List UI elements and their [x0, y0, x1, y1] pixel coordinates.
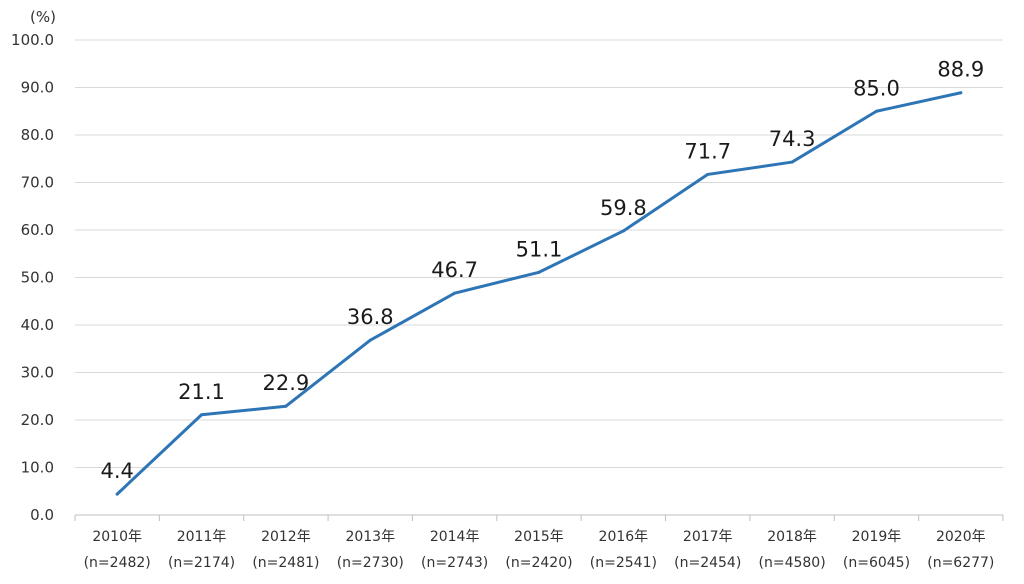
x-tick-sample-size: (n=2482) — [84, 555, 151, 571]
data-point — [874, 109, 878, 113]
x-tick-sample-size: (n=2454) — [674, 555, 741, 571]
x-tick-label: 2020年 — [936, 529, 986, 545]
data-point — [621, 229, 625, 233]
y-tick-label: 90.0 — [21, 79, 54, 97]
x-tick-label: 2012年 — [261, 529, 311, 545]
x-tick-label: 2017年 — [683, 529, 733, 545]
data-point — [200, 413, 204, 417]
data-label: 59.8 — [600, 196, 647, 220]
x-tick-sample-size: (n=2481) — [252, 555, 319, 571]
x-tick-sample-size: (n=6045) — [843, 555, 910, 571]
data-label: 22.9 — [263, 371, 310, 395]
y-tick-label: 0.0 — [30, 506, 54, 524]
y-tick-label: 40.0 — [21, 316, 54, 334]
y-tick-label: 10.0 — [21, 459, 54, 477]
x-tick-label: 2018年 — [767, 529, 817, 545]
y-tick-label: 70.0 — [21, 174, 54, 192]
x-tick-sample-size: (n=4580) — [759, 555, 826, 571]
y-tick-label: 20.0 — [21, 411, 54, 429]
data-label: 85.0 — [853, 76, 900, 100]
x-tick-label: 2013年 — [345, 529, 395, 545]
y-tick-label: 50.0 — [21, 269, 54, 287]
data-label: 36.8 — [347, 305, 394, 329]
data-label: 4.4 — [100, 459, 133, 483]
data-label: 88.9 — [937, 58, 984, 82]
data-label: 21.1 — [178, 380, 225, 404]
y-axis-ticks: 0.0 10.0 20.0 30.0 40.0 50.0 60.0 70.0 80.0 90.0 1… — [11, 31, 54, 524]
y-tick-label: 30.0 — [21, 364, 54, 382]
data-label: 46.7 — [431, 258, 478, 282]
x-tick-label: 2016年 — [599, 529, 649, 545]
x-tick-sample-size: (n=2730) — [337, 555, 404, 571]
data-point — [368, 338, 372, 342]
x-tick-sample-size: (n=2174) — [168, 555, 235, 571]
data-point — [790, 160, 794, 164]
x-tick-sample-size: (n=2420) — [505, 555, 572, 571]
data-point — [115, 492, 119, 496]
y-tick-label: 60.0 — [21, 221, 54, 239]
x-tick-sample-size: (n=6277) — [927, 555, 994, 571]
x-tick-sample-size: (n=2743) — [421, 555, 488, 571]
x-tick-label: 2014年 — [430, 529, 480, 545]
y-axis-unit-label: (%) — [30, 8, 56, 26]
x-axis-ticks: 2010年 (n=2482) 2011年 (n=2174) 2012年 (n=2481) 2… — [74, 515, 1004, 571]
data-point — [537, 270, 541, 274]
series-line — [115, 91, 963, 496]
data-label: 71.7 — [684, 139, 731, 163]
data-point — [284, 404, 288, 408]
x-tick-sample-size: (n=2541) — [590, 555, 657, 571]
data-label: 74.3 — [769, 127, 816, 151]
data-point — [453, 291, 457, 295]
x-tick-label: 2011年 — [177, 529, 227, 545]
x-tick-label: 2015年 — [514, 529, 564, 545]
data-labels: 4.4 21.1 22.9 36.8 46.7 51.1 59.8 71.7 74.3 85.0 8… — [100, 58, 984, 483]
data-label: 51.1 — [516, 237, 563, 261]
data-point — [959, 91, 963, 95]
x-tick-label: 2019年 — [852, 529, 902, 545]
data-point — [706, 172, 710, 176]
series-layer — [115, 91, 963, 496]
x-tick-label: 2010年 — [92, 529, 142, 545]
y-tick-label: 80.0 — [21, 126, 54, 144]
gridlines — [75, 39, 1003, 516]
y-tick-label: 100.0 — [11, 31, 54, 49]
